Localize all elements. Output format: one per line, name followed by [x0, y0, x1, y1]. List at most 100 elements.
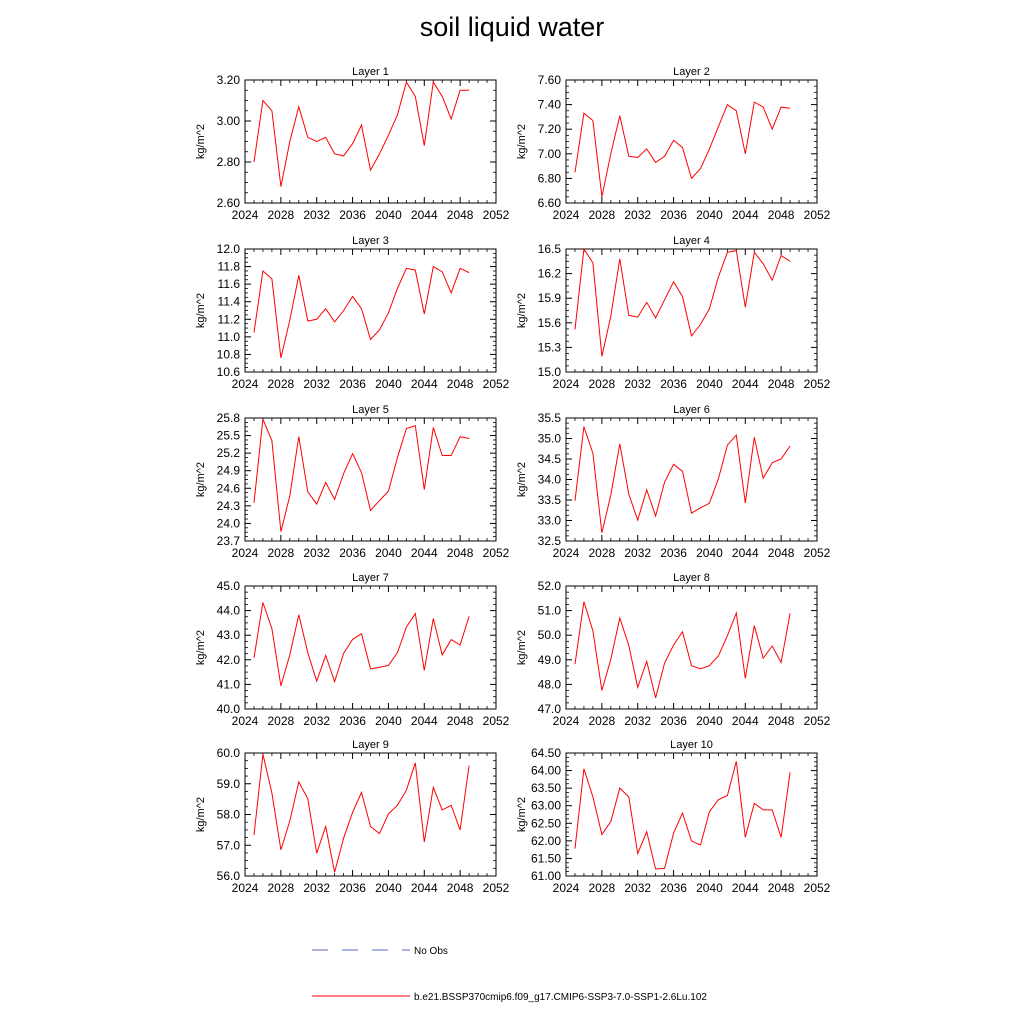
panel-6-frame — [565, 417, 818, 542]
panel-9-frame — [244, 752, 497, 877]
panel-6-xtick-label: 2024 — [553, 546, 580, 560]
panel-1-ytick-label: 2.80 — [217, 155, 241, 169]
panel-7-xtick-label: 2040 — [375, 714, 402, 728]
panel-4-xtick-label: 2024 — [553, 377, 580, 391]
panel-8-frame — [565, 585, 818, 710]
panel-3-ylabel: kg/m^2 — [195, 293, 207, 328]
panel-8-xtick-label: 2052 — [804, 714, 831, 728]
panel-1-xtick-label: 2044 — [411, 208, 438, 222]
panel-1-xtick-label: 2048 — [447, 208, 474, 222]
panel-8-xtick-label: 2040 — [696, 714, 723, 728]
panel-4-xtick-label: 2032 — [624, 377, 651, 391]
panel-9-xtick-label: 2024 — [232, 881, 259, 895]
panel-5-title: Layer 5 — [352, 404, 389, 416]
panel-2-xtick-label: 2024 — [553, 208, 580, 222]
panel-7-xtick-label: 2024 — [232, 714, 259, 728]
panel-5-xtick-label: 2040 — [375, 546, 402, 560]
panel-3-xtick-label: 2040 — [375, 377, 402, 391]
panel-4-ytick-label: 15.9 — [538, 291, 562, 305]
panel-1-ytick-label: 3.00 — [217, 114, 241, 128]
panel-6-xtick-label: 2032 — [624, 546, 651, 560]
panel-3-ytick-label: 10.8 — [217, 347, 241, 361]
panel-8-ytick-label: 49.0 — [538, 653, 562, 667]
panel-2-xtick-label: 2040 — [696, 208, 723, 222]
panel-10-xtick-label: 2048 — [768, 881, 795, 895]
panel-1-xtick-label: 2024 — [232, 208, 259, 222]
panel-10-xtick-label: 2036 — [660, 881, 687, 895]
panel-6-xtick-label: 2040 — [696, 546, 723, 560]
panel-10-ytick-label: 63.50 — [531, 781, 561, 795]
panel-6-ytick-label: 35.5 — [538, 411, 562, 425]
panel-2-xtick-label: 2032 — [624, 208, 651, 222]
panel-9-ytick-label: 59.0 — [217, 777, 241, 791]
panel-4-xtick-label: 2044 — [732, 377, 759, 391]
panel-9-ylabel: kg/m^2 — [195, 797, 207, 832]
panel-10-ytick-label: 63.00 — [531, 799, 561, 813]
panel-5-ytick-label: 25.8 — [217, 411, 241, 425]
panel-8-xtick-label: 2024 — [553, 714, 580, 728]
panel-2-xtick-label: 2052 — [804, 208, 831, 222]
panel-2-frame — [565, 79, 818, 204]
panel-9-xtick-label: 2032 — [303, 881, 330, 895]
panel-9-xtick-label: 2048 — [447, 881, 474, 895]
panel-1-series-line-1 — [253, 80, 470, 187]
panel-3-ytick-label: 11.2 — [218, 312, 241, 326]
panel-10-xtick-label: 2044 — [732, 881, 759, 895]
panel-3-xtick-label: 2024 — [232, 377, 259, 391]
panel-10-ytick-label: 61.00 — [531, 869, 561, 883]
panel-4-ytick-label: 15.0 — [538, 365, 562, 379]
panel-3-ytick-label: 11.4 — [218, 295, 241, 309]
panel-4-series-line-1 — [574, 247, 791, 357]
panel-10-xtick-label: 2032 — [624, 881, 651, 895]
panel-6-series-line-1 — [574, 426, 791, 533]
panel-4-xtick-label: 2028 — [589, 377, 616, 391]
panel-2-ytick-label: 6.60 — [538, 196, 562, 210]
panel-8-xtick-label: 2044 — [732, 714, 759, 728]
panel-9-xtick-label: 2044 — [411, 881, 438, 895]
legend-no-obs-label: No Obs — [414, 946, 448, 957]
panel-2-xtick-label: 2036 — [660, 208, 687, 222]
panel-8-xtick-label: 2048 — [768, 714, 795, 728]
panel-1-xtick-label: 2036 — [339, 208, 366, 222]
panel-7-ytick-label: 40.0 — [217, 702, 241, 716]
panel-3-xtick-label: 2048 — [447, 377, 474, 391]
panel-9-ytick-label: 60.0 — [217, 746, 241, 760]
panel-9-title: Layer 9 — [352, 739, 389, 751]
panel-5-ytick-label: 25.5 — [217, 429, 241, 443]
panel-6-ytick-label: 34.5 — [538, 452, 562, 466]
panel-3-xtick-label: 2044 — [411, 377, 438, 391]
panel-4-ylabel: kg/m^2 — [516, 293, 528, 328]
panel-9-ytick-label: 57.0 — [217, 838, 241, 852]
panel-10-ytick-label: 61.50 — [531, 851, 561, 865]
panel-1-ytick-label: 3.20 — [217, 73, 241, 87]
panel-3-ytick-label: 11.8 — [218, 260, 241, 274]
panel-4-title: Layer 4 — [673, 235, 710, 247]
panel-10-ylabel: kg/m^2 — [516, 797, 528, 832]
panel-8-ytick-label: 52.0 — [538, 579, 562, 593]
panel-7-xtick-label: 2048 — [447, 714, 474, 728]
panel-5-xtick-label: 2032 — [303, 546, 330, 560]
panel-1-title: Layer 1 — [352, 66, 389, 78]
panel-6-xtick-label: 2036 — [660, 546, 687, 560]
panel-10-ytick-label: 62.50 — [531, 816, 561, 830]
panel-3-xtick-label: 2052 — [483, 377, 510, 391]
panel-5-ytick-label: 24.0 — [217, 516, 241, 530]
panel-3-xtick-label: 2028 — [268, 377, 295, 391]
panel-7-series-line-1 — [253, 602, 470, 687]
panel-4-ytick-label: 15.6 — [538, 316, 562, 330]
panel-7-xtick-label: 2052 — [483, 714, 510, 728]
panel-10-xtick-label: 2052 — [804, 881, 831, 895]
panel-10-xtick-label: 2028 — [589, 881, 616, 895]
panel-5-xtick-label: 2024 — [232, 546, 259, 560]
panel-7-title: Layer 7 — [352, 572, 389, 584]
panel-4-xtick-label: 2040 — [696, 377, 723, 391]
panel-4-frame — [565, 248, 818, 373]
panel-6-ytick-label: 32.5 — [538, 534, 562, 548]
panel-8-ytick-label: 47.0 — [538, 702, 562, 716]
panel-7-ytick-label: 45.0 — [217, 579, 241, 593]
panel-7-xtick-label: 2036 — [339, 714, 366, 728]
panel-3-xtick-label: 2032 — [303, 377, 330, 391]
panel-6-xtick-label: 2044 — [732, 546, 759, 560]
panel-5-ytick-label: 23.7 — [217, 534, 241, 548]
panel-3-ytick-label: 11.6 — [218, 277, 241, 291]
